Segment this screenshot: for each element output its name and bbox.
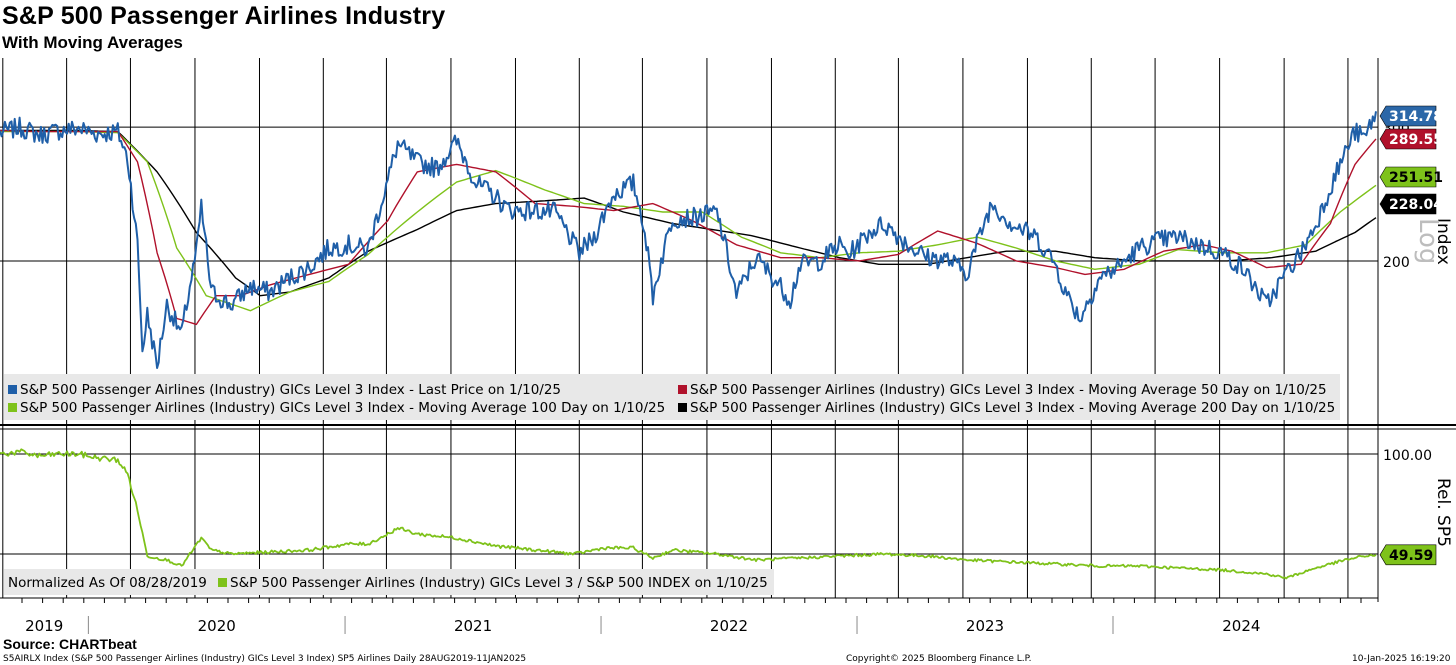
timestamp: 10-Jan-2025 16:19:20	[1352, 654, 1451, 664]
value-badge-ma200-text: 228.04	[1389, 197, 1443, 213]
legend-label-ma100: S&P 500 Passenger Airlines (Industry) GI…	[20, 400, 665, 416]
legend-swatch-relative	[218, 578, 227, 587]
value-badge-ma50-text: 289.55	[1389, 132, 1443, 148]
value-badge-ma100-text: 251.51	[1389, 170, 1443, 186]
value-badge-ma200-shape	[1379, 193, 1437, 215]
x-tick-label-2022: 2022	[710, 617, 748, 635]
value-badge-ma100-shape	[1379, 166, 1437, 188]
tick-label-200: 200	[1383, 255, 1410, 271]
value-badge-price-text: 314.78	[1389, 109, 1443, 125]
chart-subtitle: With Moving Averages	[2, 33, 183, 52]
upper-legend-box	[4, 374, 1340, 420]
legend-swatch-price	[8, 385, 17, 394]
x-tick-label-2023: 2023	[966, 617, 1004, 635]
legend-label-ma200: S&P 500 Passenger Airlines (Industry) GI…	[690, 400, 1335, 416]
x-tick-label-2020: 2020	[198, 617, 236, 635]
normalized-note: Normalized As Of 08/28/2019	[8, 575, 207, 591]
lower-axis-title: Rel. SP5	[1433, 478, 1453, 547]
line-relative	[0, 448, 1377, 580]
value-badge-price-shape	[1379, 105, 1437, 127]
x-tick-label-2024: 2024	[1222, 617, 1260, 635]
legend-label-price: S&P 500 Passenger Airlines (Industry) GI…	[20, 382, 561, 398]
ticker-info: S5AIRLX Index (S&P 500 Passenger Airline…	[3, 654, 527, 664]
value-badge-ma100: 251.51	[1379, 166, 1443, 188]
legend-swatch-ma50	[678, 385, 687, 394]
value-badge-ma50: 289.55	[1379, 128, 1443, 150]
value-badge-price: 314.78	[1379, 105, 1443, 127]
plot-background	[0, 58, 1456, 598]
tick-label-100.00: 100.00	[1383, 448, 1432, 464]
log-scale-note: Log	[1413, 218, 1443, 264]
source-note: Source: CHARTbeat	[3, 636, 137, 652]
value-badge-relative-shape	[1379, 544, 1437, 566]
chart-title: S&P 500 Passenger Airlines Industry	[2, 2, 446, 30]
lower-legend-box	[4, 569, 774, 595]
copyright: Copyright© 2025 Bloomberg Finance L.P.	[846, 654, 1032, 664]
value-badge-relative: 49.59	[1379, 544, 1437, 566]
x-tick-label-2019: 2019	[25, 617, 63, 635]
line-price	[0, 111, 1377, 369]
legend-swatch-ma200	[678, 403, 687, 412]
value-badge-ma200: 228.04	[1379, 193, 1443, 215]
upper-axis-title: Index	[1433, 218, 1453, 265]
x-tick-label-2021: 2021	[454, 617, 492, 635]
value-badge-ma50-shape	[1379, 128, 1437, 150]
legend-swatch-ma100	[8, 403, 17, 412]
legend-label-relative: S&P 500 Passenger Airlines (Industry) GI…	[230, 575, 768, 591]
value-badge-relative-text: 49.59	[1389, 548, 1433, 564]
legend-label-ma50: S&P 500 Passenger Airlines (Industry) GI…	[690, 382, 1327, 398]
